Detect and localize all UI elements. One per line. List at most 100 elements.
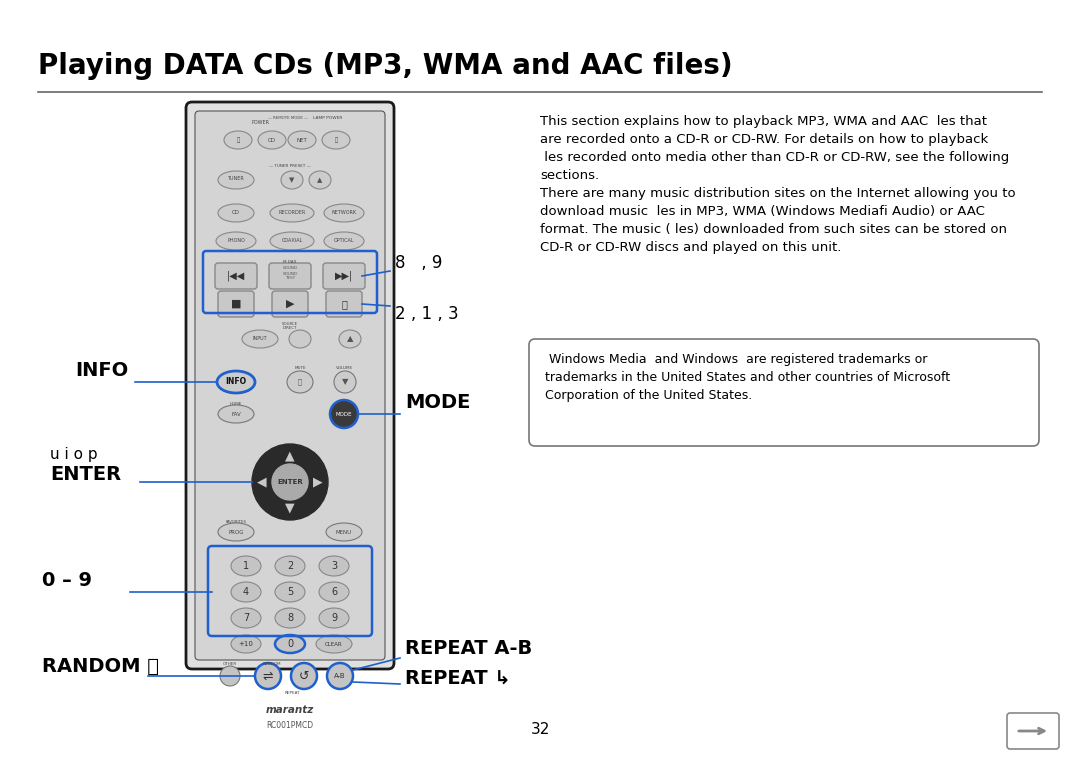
Text: NETWORK: NETWORK xyxy=(332,211,356,215)
Text: — REMOTE MODE —: — REMOTE MODE — xyxy=(268,116,308,120)
Text: PHONO: PHONO xyxy=(227,238,245,244)
Text: CD: CD xyxy=(268,138,276,142)
Circle shape xyxy=(220,666,240,686)
Circle shape xyxy=(255,663,281,689)
Ellipse shape xyxy=(316,635,352,653)
Text: CD: CD xyxy=(232,211,240,215)
Text: LAMP POWER: LAMP POWER xyxy=(313,116,342,120)
Ellipse shape xyxy=(275,635,305,653)
Ellipse shape xyxy=(334,371,356,393)
Text: 32: 32 xyxy=(530,722,550,737)
Ellipse shape xyxy=(289,330,311,348)
Text: 5: 5 xyxy=(287,587,293,597)
Text: INFO: INFO xyxy=(75,361,129,380)
Ellipse shape xyxy=(218,204,254,222)
Text: FAV: FAV xyxy=(231,412,241,416)
Text: — TUNER PRESET —: — TUNER PRESET — xyxy=(269,164,311,168)
Ellipse shape xyxy=(322,131,350,149)
Circle shape xyxy=(291,663,318,689)
Ellipse shape xyxy=(281,171,303,189)
Text: ▼: ▼ xyxy=(285,501,295,514)
Text: M DAX: M DAX xyxy=(283,260,297,264)
Ellipse shape xyxy=(275,556,305,576)
Ellipse shape xyxy=(319,556,349,576)
Text: ENTER: ENTER xyxy=(278,479,302,485)
Text: 🔇: 🔇 xyxy=(298,379,302,385)
Ellipse shape xyxy=(324,232,364,250)
Ellipse shape xyxy=(258,131,286,149)
Text: ▲: ▲ xyxy=(318,177,323,183)
Text: ⇌: ⇌ xyxy=(262,670,273,683)
Circle shape xyxy=(327,663,353,689)
Text: MENU: MENU xyxy=(336,530,352,534)
FancyBboxPatch shape xyxy=(269,263,311,289)
Text: OTHER: OTHER xyxy=(222,662,238,666)
FancyBboxPatch shape xyxy=(215,263,257,289)
Circle shape xyxy=(330,400,357,428)
Text: HOME: HOME xyxy=(230,402,242,406)
Text: ■: ■ xyxy=(231,299,241,309)
Text: ENTER: ENTER xyxy=(50,464,121,483)
Text: INPUT: INPUT xyxy=(253,336,268,342)
Text: OPTICAL: OPTICAL xyxy=(334,238,354,244)
Text: SOUND
TEST: SOUND TEST xyxy=(283,272,297,280)
Ellipse shape xyxy=(242,330,278,348)
Text: RANDOM: RANDOM xyxy=(262,662,281,666)
FancyBboxPatch shape xyxy=(195,111,384,660)
Text: MODE: MODE xyxy=(336,412,352,416)
Text: COAXIAL: COAXIAL xyxy=(281,238,302,244)
Text: SOUND: SOUND xyxy=(283,266,297,270)
FancyBboxPatch shape xyxy=(272,291,308,317)
Ellipse shape xyxy=(231,635,261,653)
Text: RECORDER: RECORDER xyxy=(279,211,306,215)
Ellipse shape xyxy=(231,556,261,576)
Text: TUNER: TUNER xyxy=(227,176,243,180)
Text: ▶: ▶ xyxy=(313,476,323,489)
Text: FAVORITES: FAVORITES xyxy=(226,520,246,524)
Text: ⏸: ⏸ xyxy=(341,299,347,309)
Circle shape xyxy=(252,444,328,520)
Text: 9: 9 xyxy=(330,613,337,623)
Text: 1: 1 xyxy=(243,561,249,571)
Text: REPEAT: REPEAT xyxy=(284,691,300,695)
Ellipse shape xyxy=(326,523,362,541)
Text: RANDOM ⤵: RANDOM ⤵ xyxy=(42,657,159,676)
Text: NET: NET xyxy=(297,138,308,142)
Text: ▲: ▲ xyxy=(347,335,353,343)
Text: Playing DATA CDs (MP3, WMA and AAC files): Playing DATA CDs (MP3, WMA and AAC files… xyxy=(38,52,732,80)
Text: ⏻: ⏻ xyxy=(335,137,338,143)
Text: CLEAR: CLEAR xyxy=(325,642,342,647)
Text: Windows Media  and Windows  are registered trademarks or
trademarks in the Unite: Windows Media and Windows are registered… xyxy=(545,353,950,402)
FancyBboxPatch shape xyxy=(529,339,1039,446)
Text: 8: 8 xyxy=(287,613,293,623)
Text: ⏻: ⏻ xyxy=(237,137,240,143)
Ellipse shape xyxy=(217,371,255,393)
Text: MUTE: MUTE xyxy=(294,366,306,370)
Text: ▼: ▼ xyxy=(289,177,295,183)
FancyBboxPatch shape xyxy=(1007,713,1059,749)
Text: +10: +10 xyxy=(239,641,254,647)
Text: ▶▶|: ▶▶| xyxy=(335,271,353,282)
Text: 6: 6 xyxy=(330,587,337,597)
Ellipse shape xyxy=(270,232,314,250)
FancyBboxPatch shape xyxy=(218,291,254,317)
Text: ▼: ▼ xyxy=(341,377,348,387)
Ellipse shape xyxy=(287,371,313,393)
Text: 0: 0 xyxy=(287,639,293,649)
Text: INFO: INFO xyxy=(226,377,246,387)
Text: REPEAT A-B: REPEAT A-B xyxy=(405,638,532,658)
Text: MODE: MODE xyxy=(405,393,471,412)
Ellipse shape xyxy=(231,582,261,602)
Text: A-B: A-B xyxy=(334,673,346,679)
Text: ◀: ◀ xyxy=(257,476,267,489)
Text: ▶: ▶ xyxy=(286,299,294,309)
Ellipse shape xyxy=(288,131,316,149)
Ellipse shape xyxy=(270,204,314,222)
FancyBboxPatch shape xyxy=(326,291,362,317)
Ellipse shape xyxy=(218,405,254,423)
Ellipse shape xyxy=(319,582,349,602)
Text: POWER: POWER xyxy=(251,119,269,125)
Ellipse shape xyxy=(339,330,361,348)
Text: 8   , 9: 8 , 9 xyxy=(395,254,443,272)
Text: 2 , 1 , 3: 2 , 1 , 3 xyxy=(395,305,459,323)
